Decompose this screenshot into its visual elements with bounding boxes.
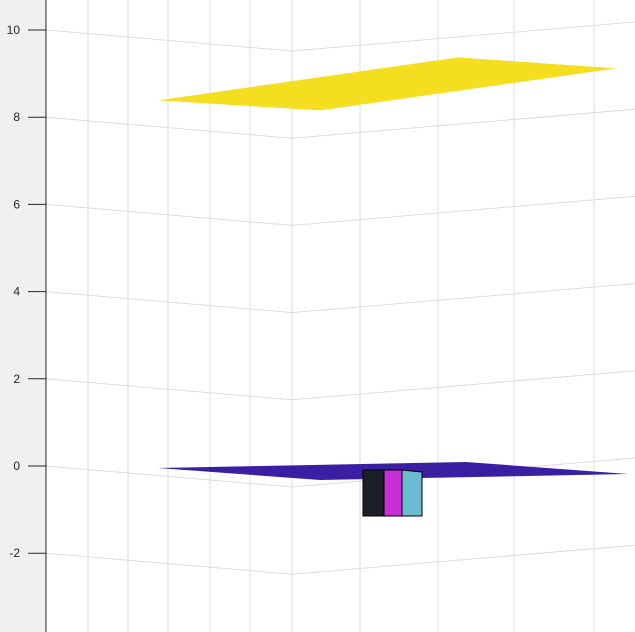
- z-tick-label: -2: [9, 546, 20, 560]
- z-tick-label: 6: [13, 197, 20, 211]
- z-tick-label: 4: [13, 285, 20, 299]
- z-tick-label: 8: [13, 110, 20, 124]
- z-tick-label: 10: [7, 23, 21, 37]
- box-face-right: [401, 469, 423, 517]
- z-tick-label: 0: [13, 459, 20, 473]
- box-face-left: [362, 469, 385, 517]
- surfaces-layer: [158, 57, 628, 517]
- z-axis-ticks: 10 8 6 4 2 0 -2: [7, 23, 46, 560]
- plane-surface: [158, 57, 616, 111]
- z-tick-label: 2: [13, 372, 20, 386]
- box-face-middle: [383, 469, 403, 517]
- grid-lines: [45, 0, 635, 632]
